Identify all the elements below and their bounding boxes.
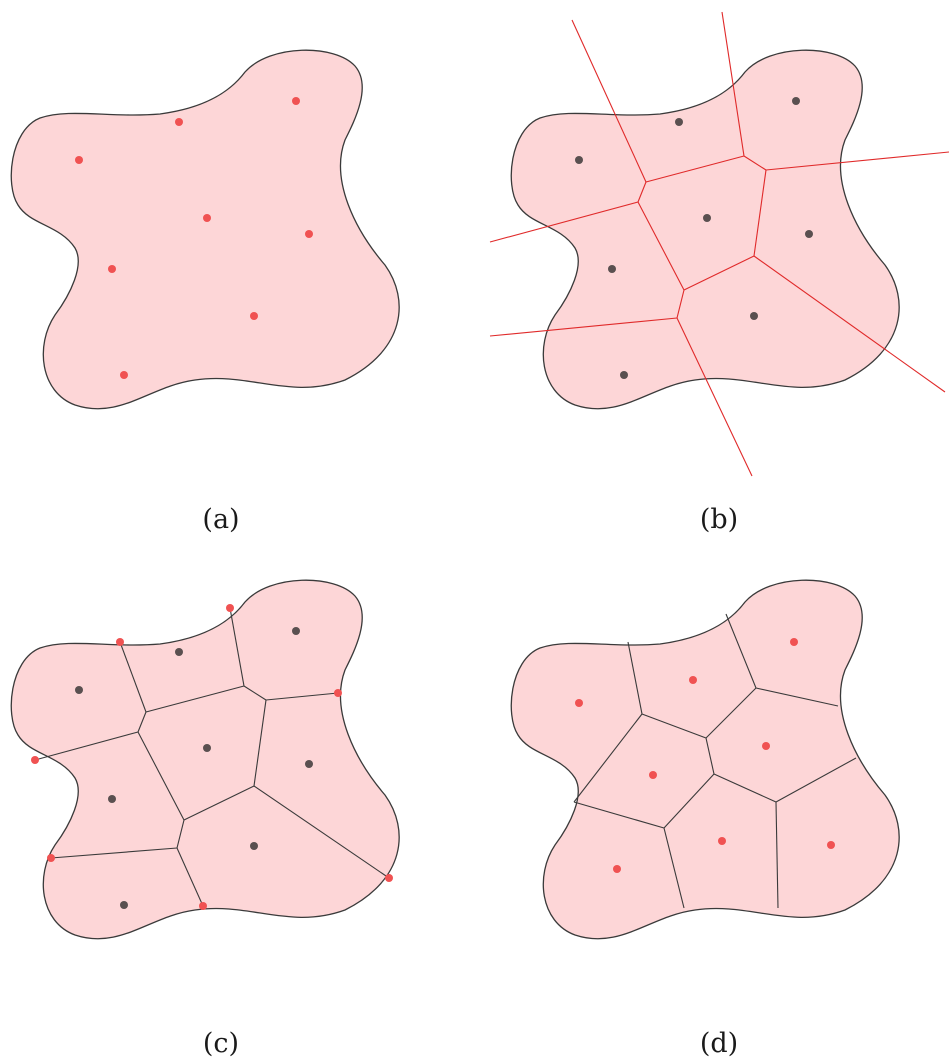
site-point	[792, 97, 800, 105]
panel-c	[10, 579, 400, 940]
caption-a: (a)	[202, 504, 239, 535]
site-point	[305, 760, 313, 768]
site-point	[75, 686, 83, 694]
site-point	[292, 97, 300, 105]
site-point	[203, 214, 211, 222]
centroid-point	[649, 771, 657, 779]
boundary-point	[47, 854, 55, 862]
site-point	[203, 744, 211, 752]
centroid-point	[827, 841, 835, 849]
site-point	[175, 118, 183, 126]
boundary-point	[199, 902, 207, 910]
panel-a	[10, 49, 400, 410]
site-point	[250, 312, 258, 320]
site-point	[108, 795, 116, 803]
clipped-voronoi-edges	[34, 607, 390, 907]
site-point	[120, 371, 128, 379]
site-point	[108, 265, 116, 273]
site-point	[750, 312, 758, 320]
boundary-point	[31, 756, 39, 764]
site-point	[305, 230, 313, 238]
site-point	[675, 118, 683, 126]
site-point	[292, 627, 300, 635]
centroid-point	[613, 865, 621, 873]
site-point	[175, 648, 183, 656]
boundary-point	[116, 638, 124, 646]
region-outline-d	[510, 579, 900, 940]
site-point	[250, 842, 258, 850]
site-point	[620, 371, 628, 379]
voronoi-diagram	[489, 11, 949, 477]
region-outline-c	[10, 579, 400, 940]
boundary-point	[334, 689, 342, 697]
panel-b	[489, 11, 949, 477]
boundary-point	[385, 874, 393, 882]
site-point	[608, 265, 616, 273]
centroid-point	[718, 837, 726, 845]
boundary-point	[226, 604, 234, 612]
caption-d: (d)	[700, 1028, 738, 1059]
site-point	[120, 901, 128, 909]
site-point	[75, 156, 83, 164]
boundary-intersection-points	[31, 604, 393, 910]
centroid-point	[575, 699, 583, 707]
caption-b: (b)	[700, 504, 738, 535]
site-point	[575, 156, 583, 164]
centroid-point	[689, 676, 697, 684]
site-point	[805, 230, 813, 238]
region-outline-b	[510, 49, 900, 410]
region-outline-a	[10, 49, 400, 410]
site-point	[703, 214, 711, 222]
centroidal-voronoi-edges	[573, 613, 857, 909]
caption-c: (c)	[203, 1028, 239, 1059]
centroid-point	[762, 742, 770, 750]
centroid-point	[790, 638, 798, 646]
panel-d	[510, 579, 900, 940]
